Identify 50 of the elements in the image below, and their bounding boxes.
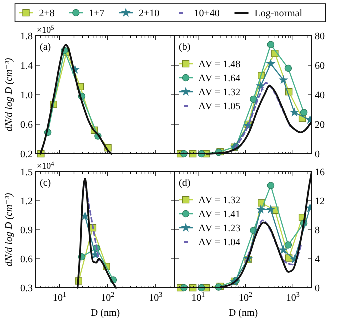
y-tick-label: 0	[315, 284, 320, 294]
legend-label: Log-normal	[254, 8, 303, 20]
y-tick-label: 4	[315, 254, 320, 266]
annotation: (c)	[40, 178, 52, 189]
x-tick-label: 10$^{1}$	[192, 291, 206, 304]
x-tick-label: 10$^{1}$	[53, 291, 68, 304]
y-axis-title: dN/d log D (cm⁻³)	[4, 192, 15, 267]
y-tick-label: 60	[315, 61, 325, 72]
y-tick-label: 16	[315, 168, 325, 178]
y-tick-label: 1.2	[20, 196, 33, 208]
x-tick-label: 10$^{3}$	[286, 291, 300, 304]
y-tick-label: 0.3	[20, 284, 33, 294]
legend-label: ΔV = 1.48	[199, 60, 241, 70]
y-tick-label: 1.8	[20, 32, 33, 42]
x-axis-title: D (nm)	[228, 308, 258, 319]
legend-label: ΔV = 1.32	[199, 88, 241, 98]
y-tick-label: 0.2	[20, 150, 33, 160]
legend-label: ΔV = 1.05	[199, 102, 241, 112]
legend-label: 2+10	[139, 8, 160, 20]
line-series	[244, 220, 302, 266]
y-tick-label: 0.6	[20, 120, 33, 131]
annotation: (d)	[179, 178, 191, 189]
y-tick-label: 8	[315, 226, 320, 236]
y-tick-label: 1.5	[20, 168, 33, 178]
legend-label: ΔV = 1.23	[199, 224, 241, 234]
legend-label: ΔV = 1.41	[199, 210, 241, 220]
y-tick-label: 0	[315, 150, 320, 160]
y-tick-label: 1.0	[20, 90, 33, 102]
annotation: (a)	[40, 42, 52, 53]
legend-label: ΔV = 1.04	[199, 238, 241, 248]
y-axis-title: dN/d log D (cm⁻³)	[4, 58, 15, 132]
y-tick-label: 20	[315, 120, 325, 131]
annotation: (b)	[179, 42, 191, 53]
legend-label: 2+8	[39, 8, 55, 20]
x-tick-label: 10$^{3}$	[149, 291, 164, 304]
text: ×10$^{5}$	[37, 24, 54, 35]
y-tick-label: 0.9	[20, 226, 33, 236]
y-tick-label: 12	[315, 196, 325, 208]
x-tick-label: 10$^{2}$	[101, 291, 116, 304]
x-tick-label: 10$^{2}$	[239, 291, 254, 304]
legend-label: ΔV = 1.32	[199, 196, 241, 206]
x-axis-title: D (nm)	[90, 308, 120, 319]
legend-label: 10+40	[194, 8, 220, 20]
y-tick-label: 0.6	[20, 254, 33, 266]
legend-label: ΔV = 1.64	[199, 74, 241, 84]
y-tick-label: 1.4	[20, 61, 33, 72]
text: ×10$^{4}$	[37, 160, 56, 171]
legend-label: 1+7	[89, 8, 105, 20]
y-tick-label: 40	[315, 90, 325, 102]
y-tick-label: 80	[315, 32, 325, 42]
